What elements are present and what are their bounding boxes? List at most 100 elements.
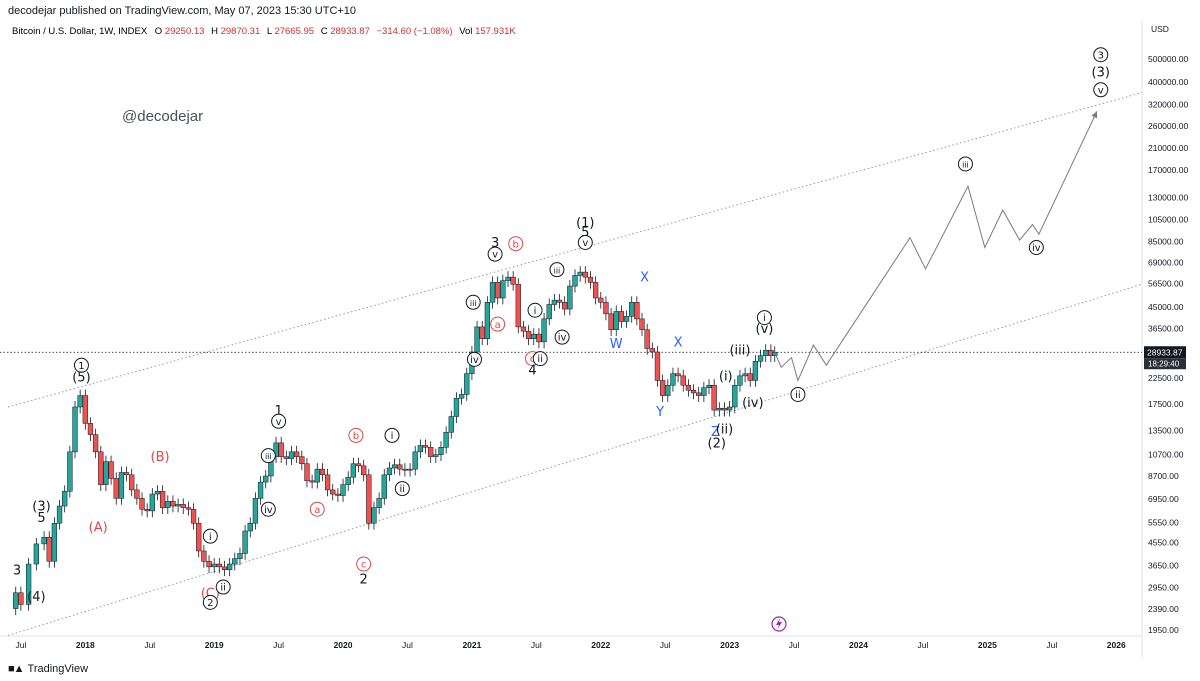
candle-body bbox=[407, 468, 413, 471]
candle-body bbox=[417, 445, 424, 453]
wave-label-circle bbox=[508, 236, 524, 252]
price-chart[interactable]: Bitcoin / U.S. Dollar, 1W, INDEX O 29250… bbox=[0, 0, 1200, 660]
volume-label: Vol bbox=[459, 26, 472, 37]
candle-body bbox=[582, 271, 588, 278]
wave-label: i bbox=[763, 313, 766, 324]
candle-body bbox=[567, 285, 573, 310]
candle-body bbox=[92, 434, 99, 453]
x-tick-label: Jul bbox=[789, 640, 800, 650]
x-tick-label: Jul bbox=[273, 640, 284, 650]
candle-body bbox=[129, 474, 135, 491]
wave-label-circle bbox=[215, 579, 231, 595]
y-tick-label: 1950.00 bbox=[1148, 625, 1179, 635]
candle-body bbox=[613, 311, 619, 330]
wave-label: iii bbox=[470, 299, 477, 308]
candle-body bbox=[134, 489, 140, 499]
y-tick-label: 320000.00 bbox=[1148, 100, 1188, 110]
candle-body bbox=[41, 536, 47, 545]
candle-body bbox=[618, 311, 625, 322]
candle-body bbox=[747, 373, 753, 381]
candle-body bbox=[690, 390, 697, 394]
wave-label: X bbox=[674, 335, 683, 350]
candle-body bbox=[62, 491, 68, 507]
candle-body bbox=[170, 501, 176, 507]
candle-body bbox=[314, 468, 320, 483]
candle-body bbox=[67, 451, 73, 492]
tradingview-logo[interactable]: ■▲ TradingView bbox=[8, 663, 88, 675]
candle-body bbox=[226, 563, 233, 571]
candle-body bbox=[324, 474, 331, 491]
x-tick-label: 2025 bbox=[978, 640, 997, 650]
y-tick-label: 500000.00 bbox=[1148, 54, 1188, 64]
candle-body bbox=[742, 373, 748, 377]
candle-body bbox=[123, 472, 130, 476]
candle-body bbox=[247, 522, 253, 532]
candle-body bbox=[716, 407, 722, 411]
projection-line bbox=[774, 111, 1098, 382]
wave-label: i bbox=[534, 306, 537, 317]
y-tick-label: 8700.00 bbox=[1148, 471, 1179, 481]
candle-body bbox=[165, 501, 171, 508]
candle-body bbox=[587, 276, 594, 283]
candle-body bbox=[402, 468, 408, 471]
candle-body bbox=[144, 508, 150, 512]
wave-label: 4 bbox=[528, 364, 536, 379]
wave-label-circle bbox=[1093, 82, 1109, 98]
wave-label: iii bbox=[554, 266, 561, 275]
candle-body bbox=[525, 330, 532, 339]
ohlc-header: Bitcoin / U.S. Dollar, 1W, INDEX O 29250… bbox=[12, 26, 516, 37]
candle-body bbox=[154, 491, 161, 495]
wave-label: iii bbox=[962, 161, 969, 170]
wave-label-circle bbox=[957, 156, 973, 172]
high-value: 29870.31 bbox=[221, 26, 261, 37]
wave-label: b bbox=[513, 239, 519, 250]
wave-label: 3 bbox=[13, 563, 21, 578]
lightning-icon[interactable] bbox=[771, 616, 787, 632]
wave-label: ii bbox=[795, 390, 801, 401]
y-tick-label: 56500.00 bbox=[1148, 278, 1184, 288]
candle-body bbox=[242, 530, 248, 554]
wave-label: (iv) bbox=[742, 396, 763, 411]
candle-body bbox=[185, 507, 192, 510]
candle-body bbox=[366, 474, 372, 524]
channel-lines bbox=[7, 92, 1143, 636]
low-value: 27665.95 bbox=[274, 26, 314, 37]
wave-label: iv bbox=[558, 333, 567, 344]
candle-body bbox=[711, 384, 717, 411]
candle-body bbox=[211, 563, 217, 568]
candle-body bbox=[649, 348, 655, 353]
x-tick-label: 2020 bbox=[334, 640, 353, 650]
candle-body bbox=[675, 373, 681, 377]
candle-body bbox=[520, 326, 527, 332]
wave-label: (B) bbox=[151, 450, 170, 465]
wave-label: (i) bbox=[719, 369, 733, 384]
wave-label-circle bbox=[487, 246, 503, 262]
y-tick-label: 3650.00 bbox=[1148, 560, 1179, 570]
candle-body bbox=[732, 384, 738, 408]
candle-body bbox=[319, 468, 326, 476]
candle-body bbox=[159, 491, 166, 508]
candle-body bbox=[386, 467, 393, 476]
candle-body bbox=[87, 423, 94, 435]
wave-label-circle bbox=[466, 351, 482, 367]
projection-arrow-head bbox=[1091, 111, 1098, 119]
candle-body bbox=[288, 451, 295, 459]
wave-label: Y bbox=[655, 405, 664, 420]
y-tick-label: 6950.00 bbox=[1148, 494, 1179, 504]
candle-body bbox=[299, 456, 305, 464]
wave-label-circle bbox=[527, 302, 543, 318]
countdown-tag-value: 18:29:40 bbox=[1148, 360, 1180, 369]
candle-body bbox=[495, 282, 501, 299]
tv-icon: ■▲ bbox=[8, 663, 25, 675]
currency-label: USD bbox=[1151, 24, 1169, 34]
wave-label: (4) bbox=[27, 590, 45, 605]
y-tick-label: 13500.00 bbox=[1148, 426, 1184, 436]
wave-label: 2 bbox=[360, 572, 368, 587]
wave-label-circle bbox=[490, 316, 506, 332]
wave-label-circle bbox=[577, 234, 593, 250]
wave-label: (1) bbox=[576, 216, 594, 231]
candle-body bbox=[670, 373, 676, 386]
wave-label-circle bbox=[790, 386, 806, 402]
y-tick-label: 5550.00 bbox=[1148, 517, 1179, 527]
